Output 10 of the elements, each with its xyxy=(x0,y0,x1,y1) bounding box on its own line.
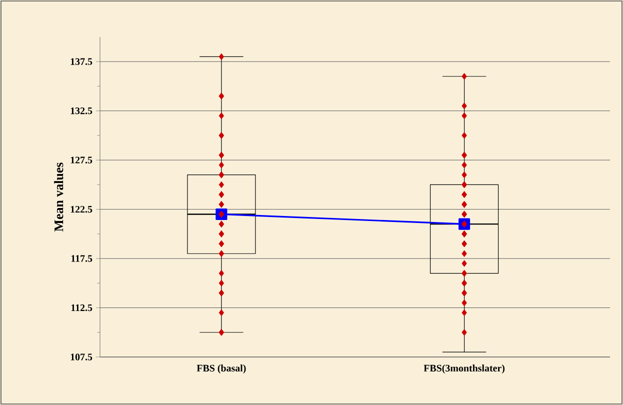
y-axis-title: Mean values xyxy=(54,162,64,232)
x-tick-label: FBS (basal) xyxy=(196,364,246,374)
y-tick-label: 137.5 xyxy=(70,58,92,65)
y-tick-label: 127.5 xyxy=(70,156,92,164)
y-tick-label: 107.5 xyxy=(70,354,92,360)
y-tick-label: 112.5 xyxy=(71,304,92,312)
x-tick-label: FBS(3monthslater) xyxy=(424,364,505,374)
y-tick-label: 132.5 xyxy=(70,107,92,114)
y-tick-label: 117.5 xyxy=(71,255,92,262)
y-tick-label: 122.5 xyxy=(70,206,92,213)
